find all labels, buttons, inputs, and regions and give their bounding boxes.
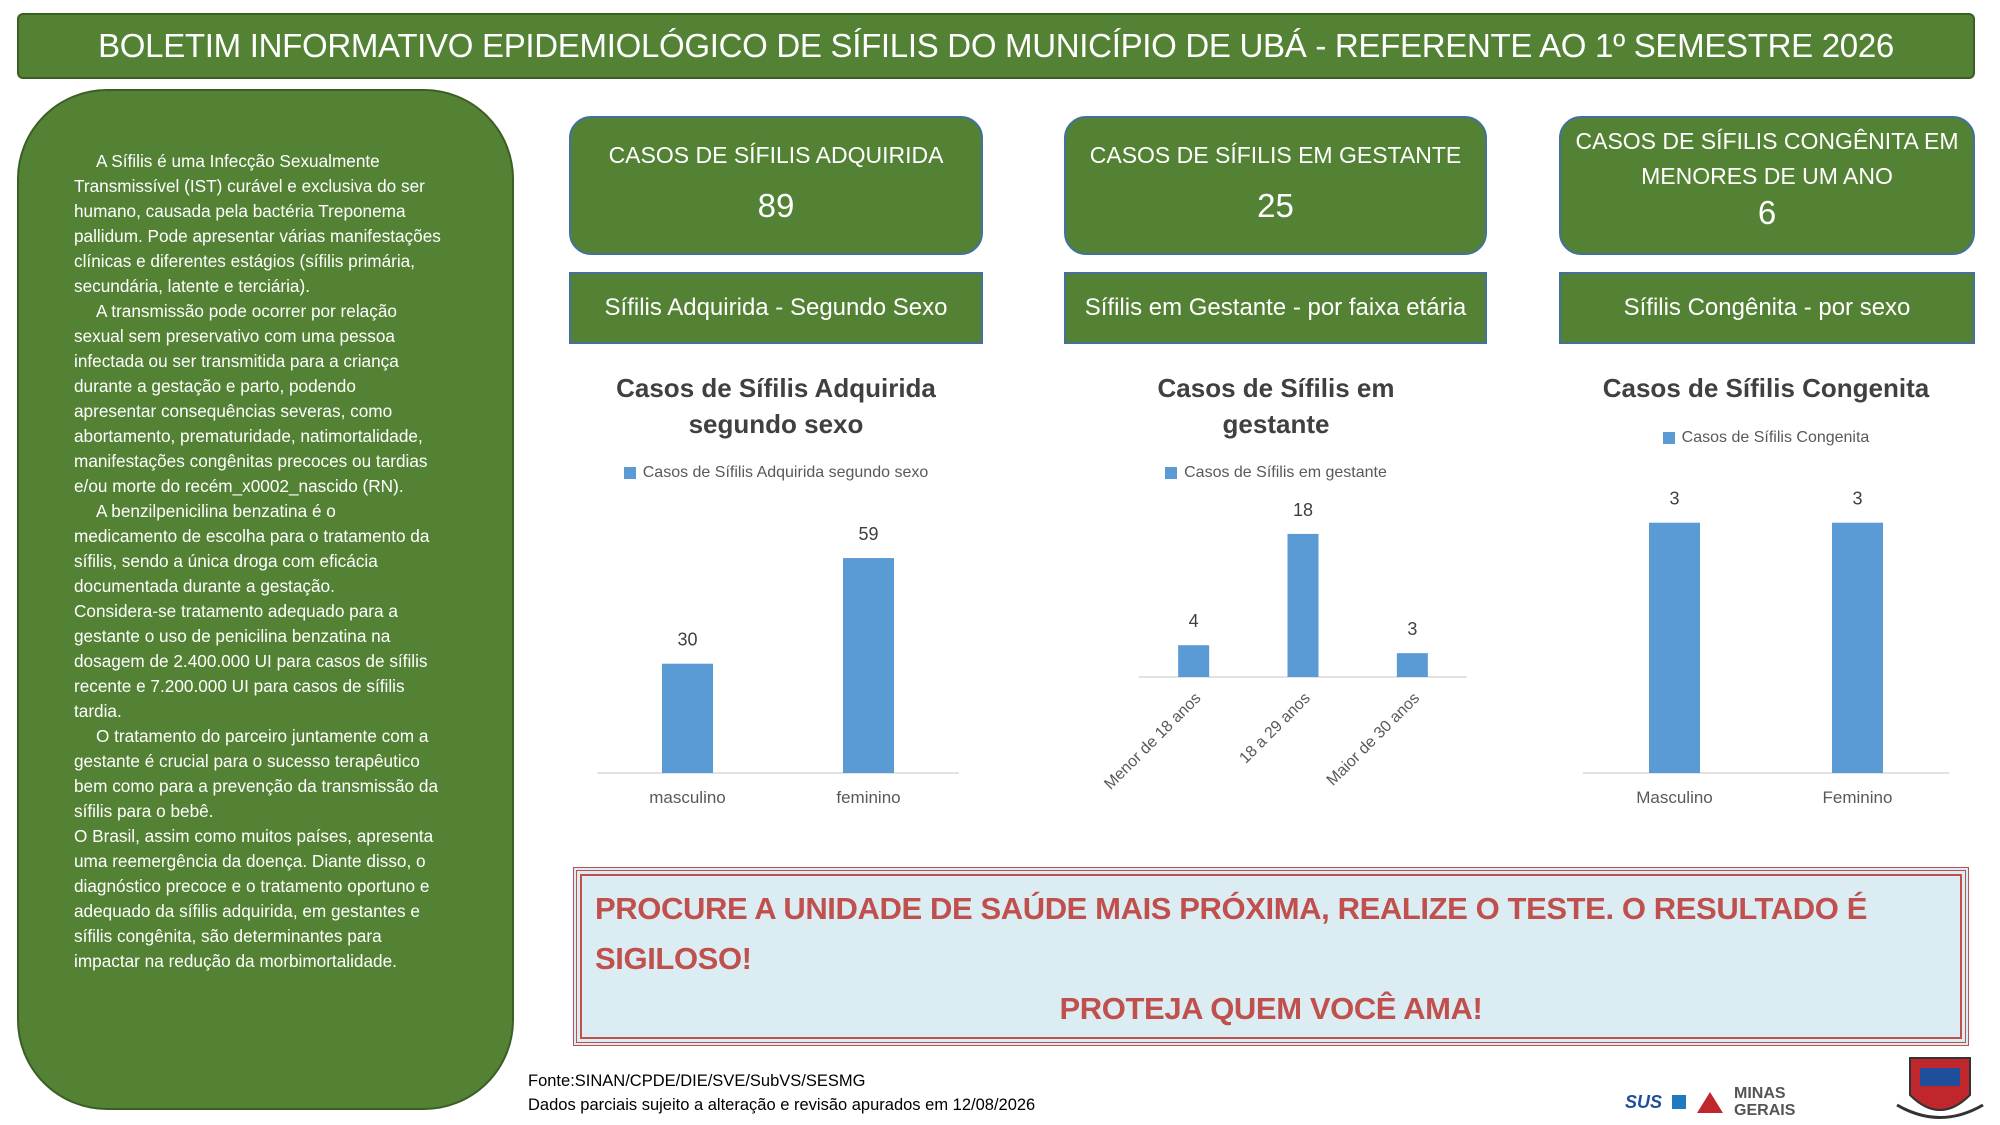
header-title: BOLETIM INFORMATIVO EPIDEMIOLÓGICO DE SÍ… — [17, 13, 1975, 79]
chart-title: Casos de Sífilis em gestante — [1157, 373, 1395, 439]
x-tick-label: feminino — [836, 788, 900, 807]
info-paragraph: Considera-se tratamento adequado para a … — [74, 601, 428, 721]
bar — [1649, 522, 1700, 773]
bar — [843, 558, 894, 773]
data-label: 4 — [1189, 611, 1199, 631]
data-label: 18 — [1293, 500, 1313, 520]
legend-swatch — [623, 467, 636, 479]
footer-note: Dados parciais sujeito a alteração e rev… — [528, 1096, 1036, 1114]
chart-title: Casos de Sífilis Adquirida segundo sexo — [616, 373, 936, 439]
section-subtitle: Sífilis Congênita - por sexo — [1559, 272, 1975, 344]
data-label: 3 — [1852, 489, 1862, 509]
section-subtitle: Sífilis em Gestante - por faixa etária — [1064, 272, 1487, 344]
bar — [1396, 653, 1428, 677]
x-tick-label: Feminino — [1823, 788, 1893, 807]
legend-label: Casos de Sífilis Adquirida segundo sexo — [642, 464, 929, 481]
stat-value: 89 — [757, 187, 795, 224]
info-paragraph: A Sífilis é uma Infecção Sexualmente Tra… — [74, 151, 441, 296]
bar — [1832, 522, 1883, 773]
info-paragraph: O tratamento do parceiro juntamente com … — [74, 726, 439, 821]
stat-label: CASOS DE SÍFILIS EM GESTANTE — [1089, 142, 1462, 168]
info-panel: A Sífilis é uma Infecção Sexualmente Tra… — [17, 89, 514, 1110]
legend-swatch — [1662, 432, 1675, 444]
info-paragraph: O Brasil, assim como muitos países, apre… — [74, 826, 434, 971]
data-label: 3 — [1669, 489, 1679, 509]
legend-label: Casos de Sífilis Congenita — [1681, 429, 1870, 446]
info-paragraph: A benzilpenicilina benzatina é o medicam… — [74, 501, 430, 596]
banner-line: PROCURE A UNIDADE DE SAÚDE MAIS PRÓXIMA,… — [595, 891, 1867, 976]
state-logo: MINAS GERAIS — [1734, 1085, 1796, 1119]
sus-cross — [1672, 1095, 1687, 1109]
stat-label: CASOS DE SÍFILIS ADQUIRIDA — [608, 142, 944, 168]
x-tick-label: Menor de 18 anos — [1101, 690, 1204, 793]
state-icon — [1697, 1092, 1724, 1113]
footer-source: Fonte:SINAN/CPDE/DIE/SVE/SubVS/SESMG — [528, 1072, 866, 1090]
x-tick-label: 18 a 29 anos — [1236, 690, 1313, 767]
x-tick-label: masculino — [649, 788, 726, 807]
data-label: 3 — [1407, 619, 1417, 639]
legend: Casos de Sífilis Congenita — [1516, 429, 2000, 447]
x-tick-label: Maior de 30 anos — [1324, 690, 1423, 789]
bar — [1178, 645, 1210, 677]
stat-value: 25 — [1257, 187, 1294, 224]
x-tick-label: Masculino — [1636, 788, 1713, 807]
bar — [1287, 533, 1319, 677]
chart-title: Casos de Sífilis Congenita — [1602, 373, 1930, 403]
sus-logo: SUS — [1625, 1091, 1663, 1112]
legend-swatch — [1165, 467, 1178, 479]
legend: Casos de Sífilis Adquirida segundo sexo — [526, 464, 1026, 482]
logos: SUS MINAS GERAIS — [1625, 1085, 1804, 1119]
data-label: 59 — [858, 524, 878, 544]
bar — [662, 663, 713, 773]
legend-label: Casos de Sífilis em gestante — [1184, 464, 1387, 481]
banner: PROCURE A UNIDADE DE SAÚDE MAIS PRÓXIMA,… — [573, 867, 1969, 1046]
data-label: 30 — [677, 630, 697, 650]
banner-line: PROTEJA QUEM VOCÊ AMA! — [1059, 991, 1483, 1026]
stat-value: 6 — [1757, 194, 1777, 231]
section-subtitle: Sífilis Adquirida - Segundo Sexo — [569, 272, 983, 344]
stat-card: CASOS DE SÍFILIS CONGÊNITA EM MENORES DE… — [1559, 116, 1975, 255]
stat-label: CASOS DE SÍFILIS CONGÊNITA EM MENORES DE… — [1575, 128, 1959, 189]
info-paragraph: A transmissão pode ocorrer por relação s… — [74, 301, 428, 496]
stat-card: CASOS DE SÍFILIS EM GESTANTE 25 — [1064, 116, 1487, 255]
stat-card: CASOS DE SÍFILIS ADQUIRIDA 89 — [569, 116, 983, 255]
city-emblem — [1896, 1057, 1984, 1119]
legend: Casos de Sífilis em gestante — [1026, 464, 1526, 482]
